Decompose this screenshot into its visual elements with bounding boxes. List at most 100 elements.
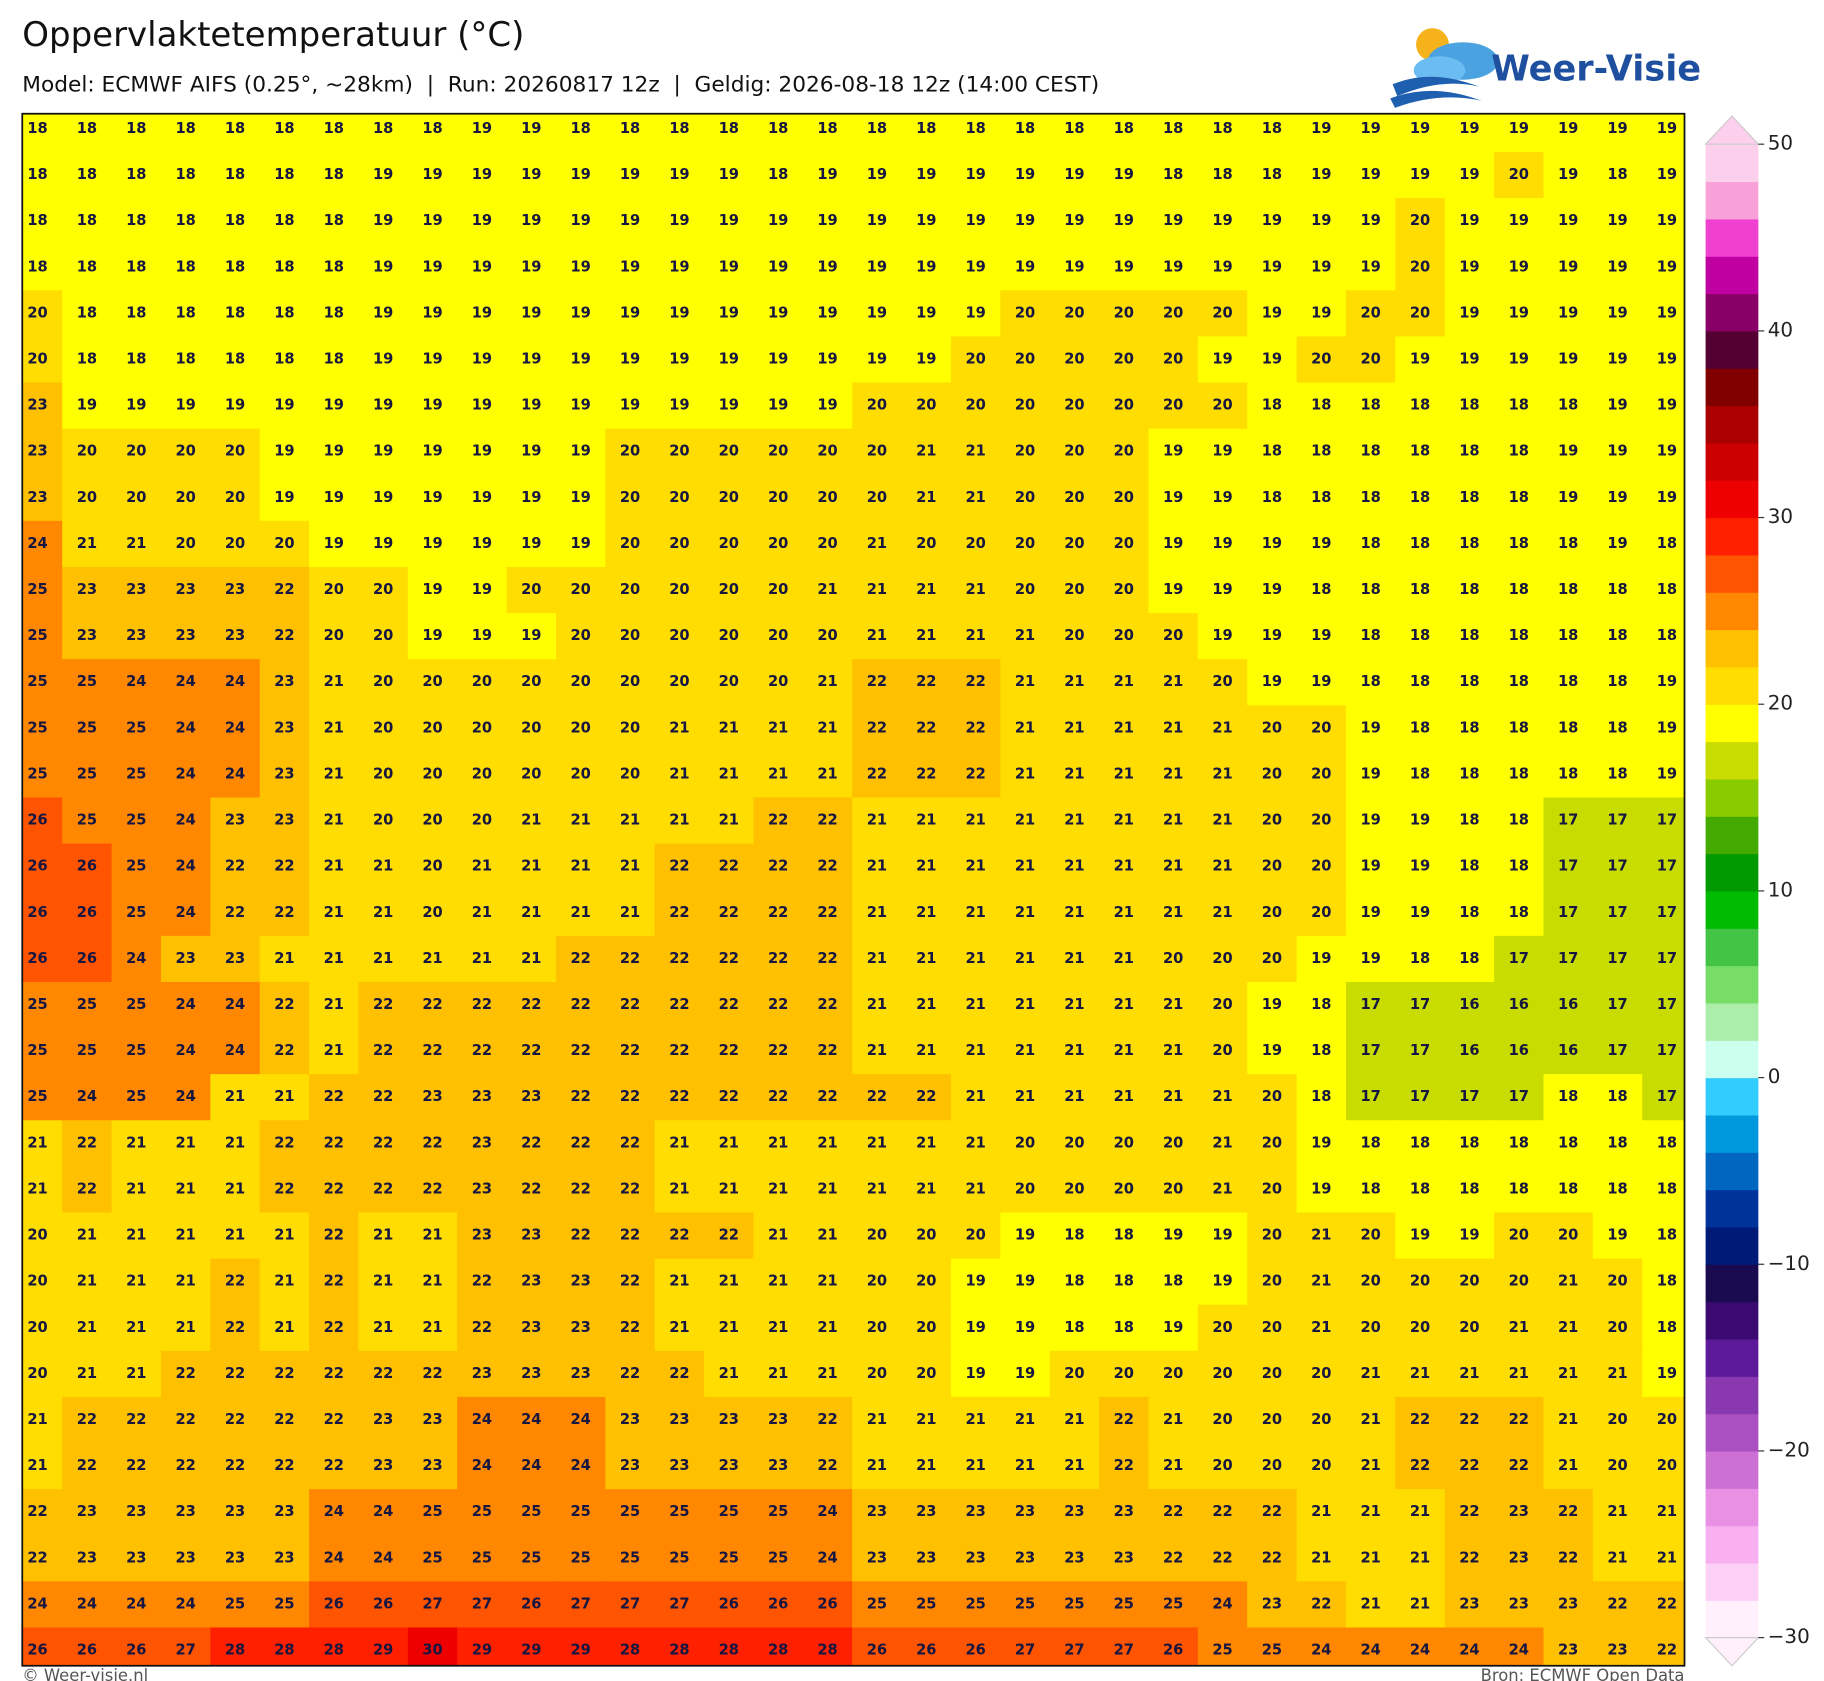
temp-cell <box>259 336 310 384</box>
temp-label: 23 <box>1015 1503 1035 1520</box>
temp-label: 17 <box>1657 950 1677 967</box>
temp-label: 21 <box>1360 1365 1380 1382</box>
temp-cell <box>555 336 607 384</box>
temp-label: 22 <box>1114 1457 1134 1474</box>
temp-label: 19 <box>768 304 788 321</box>
temp-label: 20 <box>620 489 640 506</box>
temp-cell <box>1395 113 1446 153</box>
temp-cell <box>111 705 162 753</box>
temp-label: 24 <box>225 673 245 690</box>
temp-cell <box>605 474 656 522</box>
temp-cell <box>555 843 607 891</box>
temp-label: 19 <box>867 258 887 275</box>
temp-label: 23 <box>274 1503 294 1520</box>
colorbar-segment <box>1705 1114 1759 1153</box>
temp-label: 25 <box>27 765 47 782</box>
temp-label: 18 <box>1558 765 1578 782</box>
temp-label: 19 <box>817 212 837 229</box>
temp-cell <box>802 520 853 568</box>
temp-label: 21 <box>916 1457 936 1474</box>
temp-cell <box>62 198 113 245</box>
temp-label: 19 <box>1657 304 1677 321</box>
temp-label: 23 <box>225 950 245 967</box>
temp-label: 19 <box>1410 120 1430 137</box>
temp-label: 18 <box>225 350 245 367</box>
temp-label: 19 <box>570 258 590 275</box>
temp-cell <box>407 751 458 799</box>
temp-label: 20 <box>1163 350 1183 367</box>
temp-label: 20 <box>669 443 689 460</box>
temp-cell <box>506 244 557 292</box>
temp-label: 23 <box>768 1411 788 1428</box>
temp-label: 22 <box>1311 1595 1331 1612</box>
temp-cell <box>210 428 261 476</box>
temp-label: 23 <box>1064 1549 1084 1566</box>
temp-label: 19 <box>472 535 492 552</box>
temp-label: 21 <box>916 443 936 460</box>
temp-label: 21 <box>1064 765 1084 782</box>
temp-label: 19 <box>521 258 541 275</box>
temp-cell <box>1197 198 1248 245</box>
temp-label: 18 <box>669 120 689 137</box>
temp-label: 21 <box>817 1319 837 1336</box>
temp-cell <box>1345 659 1397 707</box>
temp-cell <box>1099 797 1150 845</box>
temp-cell <box>1247 113 1298 153</box>
temp-cell <box>309 797 360 845</box>
temp-label: 20 <box>274 535 294 552</box>
temp-label: 18 <box>324 350 344 367</box>
temp-label: 18 <box>719 120 739 137</box>
temp-cell <box>1197 244 1248 292</box>
temp-cell <box>1395 613 1446 660</box>
temp-label: 21 <box>570 812 590 829</box>
temp-label: 21 <box>1212 1134 1232 1151</box>
temp-cell <box>1296 244 1347 292</box>
temp-cell <box>1345 244 1397 292</box>
temp-label: 24 <box>175 719 195 736</box>
temp-cell <box>259 751 310 799</box>
temp-cell <box>358 336 409 384</box>
temp-label: 22 <box>1459 1503 1479 1520</box>
temp-cell <box>22 566 63 614</box>
temp-cell <box>950 113 1002 153</box>
temp-cell <box>1494 520 1545 568</box>
temp-label: 22 <box>817 812 837 829</box>
temp-cell <box>1296 520 1347 568</box>
temp-label: 21 <box>817 1180 837 1197</box>
temp-cell <box>753 843 804 891</box>
temp-label: 22 <box>570 1180 590 1197</box>
temp-cell <box>901 244 952 292</box>
temp-cell <box>1494 474 1545 522</box>
temp-label: 19 <box>472 397 492 414</box>
temp-label: 18 <box>1360 1180 1380 1197</box>
temp-label: 20 <box>373 673 393 690</box>
temp-cell <box>1049 428 1100 476</box>
temp-label: 19 <box>324 535 344 552</box>
temp-cell <box>753 751 804 799</box>
temp-label: 22 <box>620 1273 640 1290</box>
temp-cell <box>22 659 63 707</box>
temp-label: 16 <box>1558 1042 1578 1059</box>
temp-label: 21 <box>77 535 97 552</box>
temp-cell <box>1642 198 1685 245</box>
temp-cell <box>1197 336 1248 384</box>
temp-label: 18 <box>1459 904 1479 921</box>
temp-label: 22 <box>916 673 936 690</box>
temp-label: 20 <box>1262 1273 1282 1290</box>
temp-label: 20 <box>324 627 344 644</box>
temp-cell <box>901 613 952 660</box>
temp-label: 21 <box>1064 996 1084 1013</box>
temp-label: 21 <box>1311 1503 1331 1520</box>
temp-label: 18 <box>225 120 245 137</box>
temp-label: 17 <box>1607 950 1627 967</box>
temp-cell <box>1296 382 1347 430</box>
temp-label: 20 <box>916 397 936 414</box>
temp-cell <box>407 474 458 522</box>
temp-label: 21 <box>1163 1042 1183 1059</box>
temp-cell <box>1099 198 1150 245</box>
temp-cell <box>1247 474 1298 522</box>
temp-label: 20 <box>1360 304 1380 321</box>
temp-label: 22 <box>27 1549 47 1566</box>
temp-label: 19 <box>965 166 985 183</box>
temp-label: 18 <box>274 304 294 321</box>
